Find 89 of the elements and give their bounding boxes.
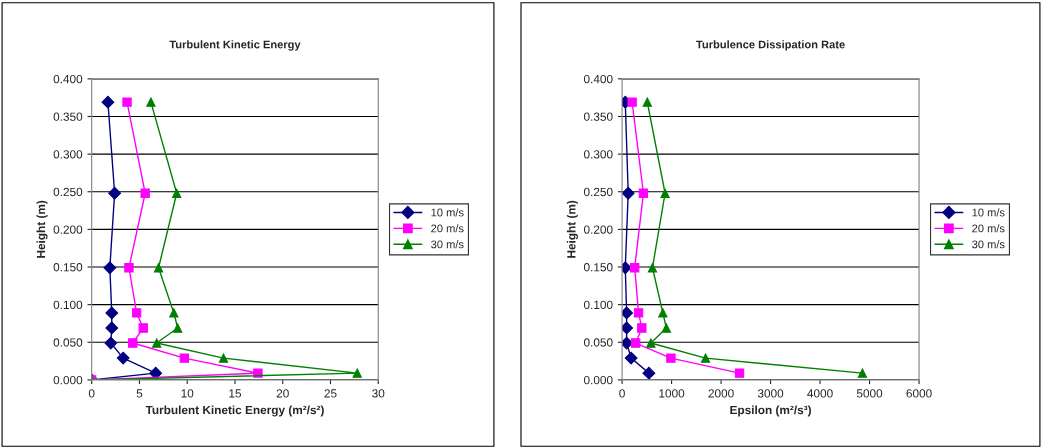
y-tick-label: 0.200 xyxy=(53,225,83,234)
point xyxy=(153,263,164,273)
y-tick-label: 0.000 xyxy=(53,375,83,385)
point xyxy=(631,338,641,348)
point xyxy=(103,261,117,275)
legend-label: 20 m/s xyxy=(972,224,1005,233)
y-tick-label: 0.350 xyxy=(53,112,83,121)
point xyxy=(124,263,134,273)
point xyxy=(179,353,190,363)
y-tick-label: 0.100 xyxy=(53,300,83,310)
x-tick-label: 6000 xyxy=(906,389,932,398)
legend-label: 30 m/s xyxy=(431,240,464,249)
point xyxy=(622,186,635,200)
y-tick-label: 0.400 xyxy=(583,74,613,84)
legend-label: 10 m/s xyxy=(972,208,1005,217)
point xyxy=(138,323,148,333)
point xyxy=(146,97,156,107)
point xyxy=(638,188,649,198)
y-axis-title: Height (m) xyxy=(566,200,578,258)
x-tick-label: 0 xyxy=(88,389,95,398)
x-tick-label: 5000 xyxy=(856,389,883,398)
y-tick-label: 0.150 xyxy=(583,263,613,272)
x-tick-label: 25 xyxy=(324,389,337,398)
chart-title: Turbulent Kinetic Energy xyxy=(169,40,301,51)
point xyxy=(128,338,138,348)
point xyxy=(108,186,122,200)
point xyxy=(149,366,163,380)
point xyxy=(700,353,711,363)
point xyxy=(642,366,656,380)
point xyxy=(218,353,229,363)
legend-label: 20 m/s xyxy=(431,224,464,233)
point xyxy=(660,188,670,198)
point xyxy=(622,306,634,320)
point xyxy=(116,351,130,365)
point xyxy=(630,263,640,273)
x-axis-title: Turbulent Kinetic Energy (m²/s²) xyxy=(145,405,324,417)
y-tick-label: 0.200 xyxy=(583,225,613,234)
chart-title: Turbulence Dissipation Rate xyxy=(696,40,845,51)
point xyxy=(131,308,142,318)
point xyxy=(627,97,637,107)
point xyxy=(622,321,634,335)
point xyxy=(642,97,652,107)
point xyxy=(172,188,182,198)
x-tick-label: 4000 xyxy=(807,389,833,398)
y-tick-label: 0.400 xyxy=(53,74,83,84)
x-tick-label: 20 xyxy=(276,389,289,398)
point xyxy=(101,95,115,109)
y-tick-label: 0.000 xyxy=(583,375,613,385)
point xyxy=(104,336,118,350)
y-tick-label: 0.300 xyxy=(53,150,83,159)
point xyxy=(105,306,119,320)
point xyxy=(169,308,179,318)
y-tick-label: 0.250 xyxy=(53,187,83,197)
point xyxy=(658,308,668,318)
point xyxy=(666,353,676,363)
x-tick-label: 15 xyxy=(229,389,242,398)
x-tick-label: 5 xyxy=(136,389,143,398)
y-tick-label: 0.300 xyxy=(583,150,613,159)
point xyxy=(172,323,183,333)
point xyxy=(622,261,632,275)
point xyxy=(633,308,644,318)
point xyxy=(122,97,132,107)
point xyxy=(661,323,672,333)
y-tick-label: 0.150 xyxy=(53,263,83,272)
legend-label: 30 m/s xyxy=(972,240,1005,249)
x-tick-label: 30 xyxy=(372,389,385,398)
y-axis-title: Height (m) xyxy=(36,200,48,258)
point xyxy=(647,263,658,273)
x-tick-label: 3000 xyxy=(757,389,784,398)
point xyxy=(105,321,119,335)
point xyxy=(140,188,150,198)
point xyxy=(637,323,647,333)
y-tick-label: 0.100 xyxy=(583,300,613,310)
point xyxy=(857,368,868,378)
y-tick-label: 0.050 xyxy=(53,338,83,347)
point xyxy=(646,338,656,348)
x-tick-label: 2000 xyxy=(708,389,734,398)
x-tick-label: 0 xyxy=(619,389,625,398)
point xyxy=(151,338,162,348)
point xyxy=(624,351,638,365)
y-tick-label: 0.250 xyxy=(583,187,613,197)
point xyxy=(352,368,362,378)
x-axis-title: Epsilon (m²/s³) xyxy=(730,405,811,417)
legend-label: 10 m/s xyxy=(431,208,464,217)
x-tick-label: 10 xyxy=(181,389,194,398)
point xyxy=(734,368,745,378)
x-tick-label: 1000 xyxy=(659,389,685,398)
y-tick-label: 0.050 xyxy=(583,338,613,347)
y-tick-label: 0.350 xyxy=(583,112,613,121)
